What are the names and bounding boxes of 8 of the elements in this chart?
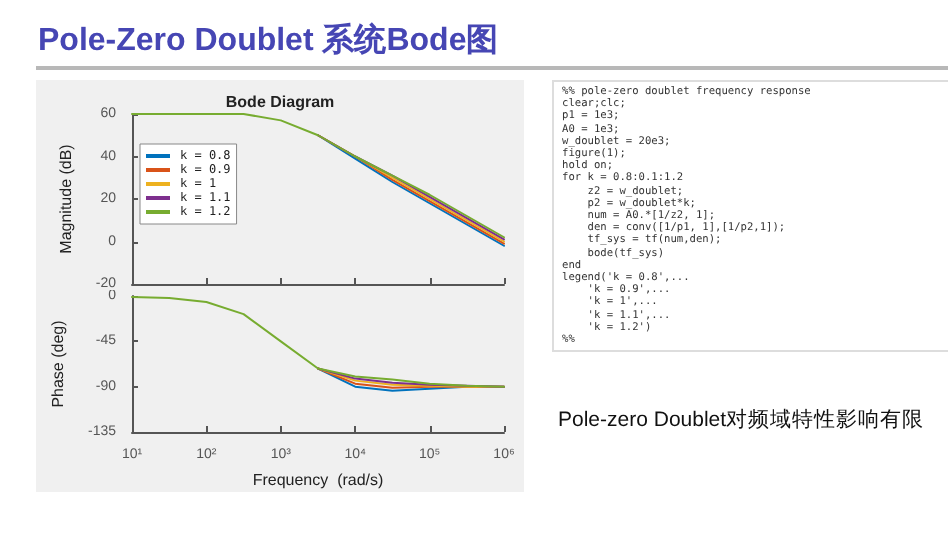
y-axis-title: Magnitude (dB) [56, 143, 75, 254]
chart-title: Bode Diagram [225, 93, 335, 111]
y-axis-title: Phase (deg) [49, 319, 68, 408]
line-series [131, 113, 505, 239]
text: Pole-zero Doublet对频域特性影响有限 [558, 406, 925, 434]
text: Pole-Zero Doublet 系统Bode图 [38, 20, 499, 62]
line-series [131, 296, 505, 388]
x-axis-title: Frequency (rad/s) [252, 470, 385, 489]
